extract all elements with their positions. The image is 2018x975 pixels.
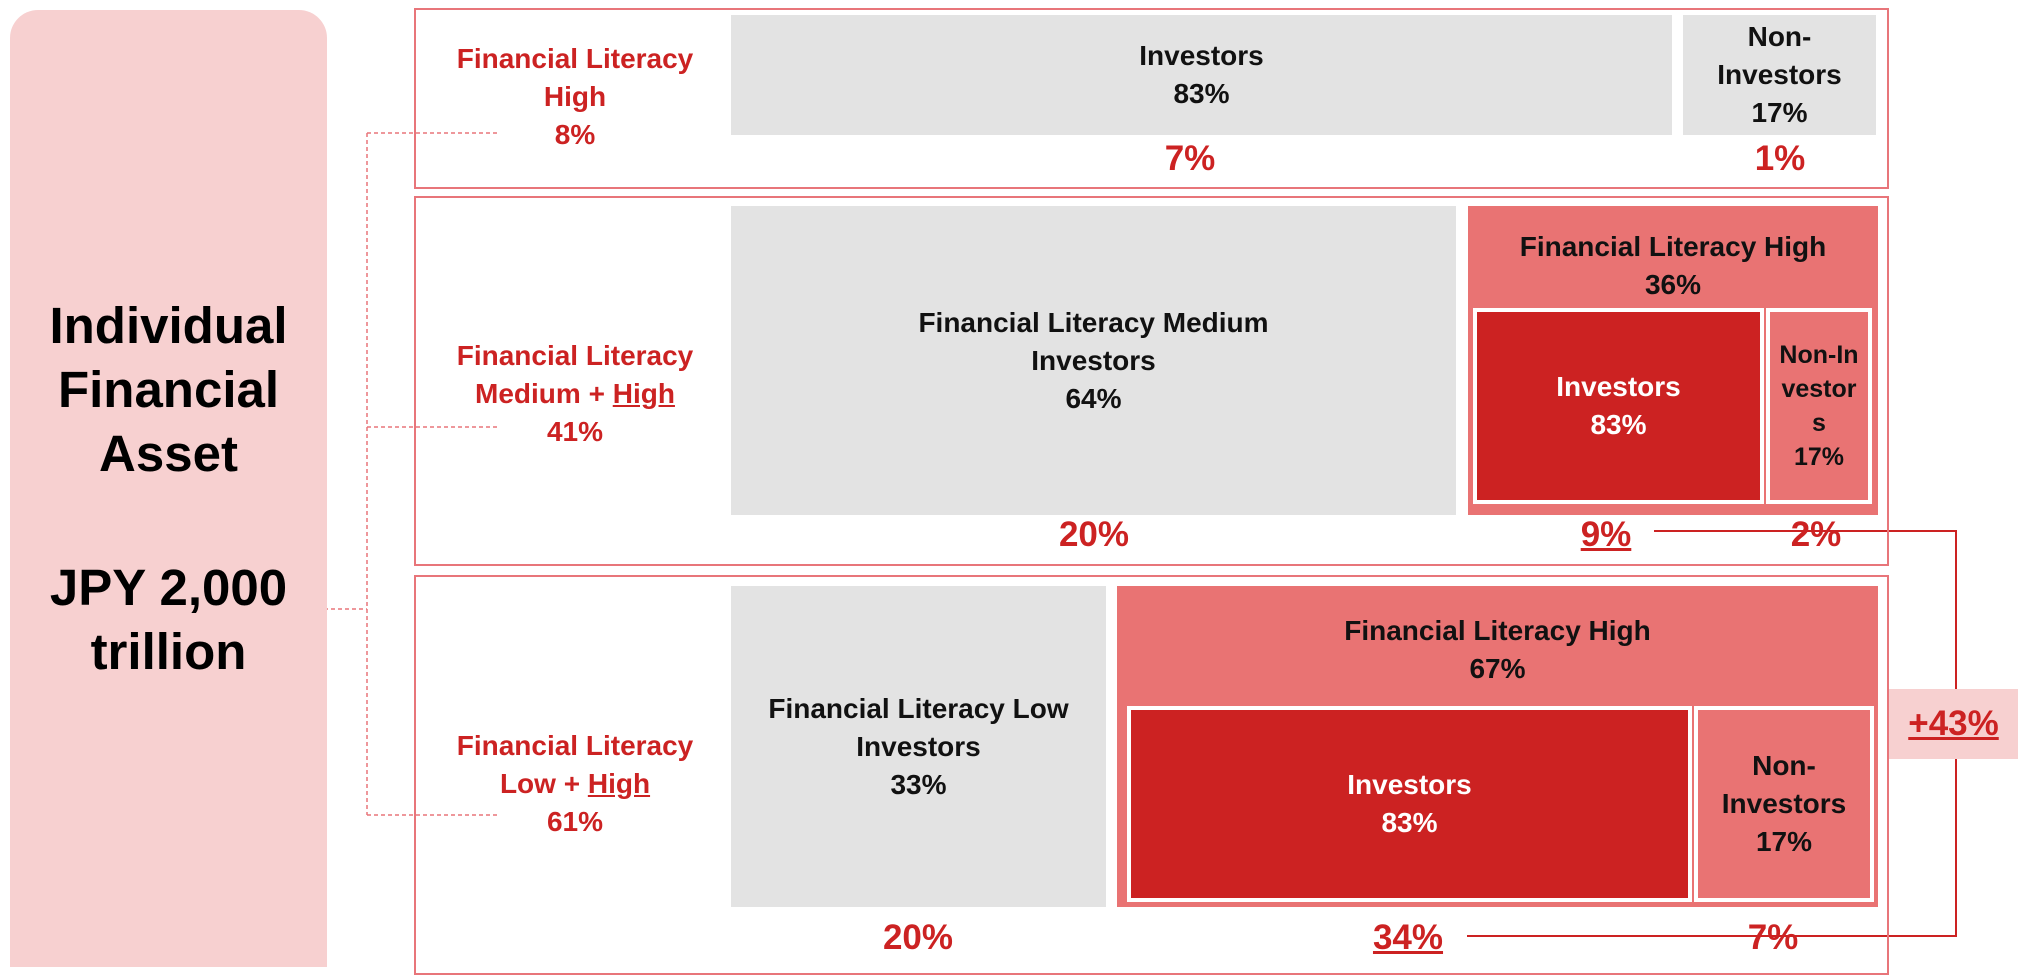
row-label: Financial Literacy Low + High 61%: [430, 727, 720, 841]
result: 1%: [1754, 139, 1806, 178]
text: Financial Literacy Medium +: [456, 340, 694, 409]
text: 61%: [546, 806, 604, 837]
text: 83%: [1590, 409, 1647, 440]
text: Financial Literacy Medium Investors: [918, 306, 1269, 376]
text: 36%: [1644, 269, 1702, 300]
text: Financial Literacy High: [456, 43, 694, 112]
text: Investors: [1347, 769, 1472, 800]
result: 2%: [1790, 515, 1842, 554]
text: 17%: [1755, 826, 1813, 857]
box: Financial Literacy Medium Investors 64%: [731, 206, 1456, 515]
row: [414, 196, 1889, 566]
text: Non-Investors: [1779, 341, 1859, 437]
panel-title: Individual Financial Asset: [49, 296, 288, 482]
text: Financial Literacy Low Investors: [768, 692, 1069, 762]
row-label: Financial Literacy High 8%: [430, 40, 720, 154]
text: High: [612, 378, 675, 409]
text: Financial Literacy High: [1519, 231, 1827, 262]
text: 83%: [1381, 807, 1438, 838]
box: Non-Investors 17%: [1683, 15, 1876, 135]
result: 20%: [882, 918, 954, 957]
text: 17%: [1751, 97, 1808, 128]
text: Non-Investors: [1717, 21, 1842, 90]
text: 17%: [1793, 443, 1845, 471]
total-increase: +43%: [1889, 689, 2018, 759]
text: Investors: [1139, 40, 1264, 71]
text: 67%: [1469, 653, 1526, 684]
row: [414, 8, 1889, 189]
box: Non-Investors 17%: [1694, 706, 1874, 902]
text: 41%: [546, 416, 604, 447]
text: 8%: [554, 119, 596, 150]
text: Financial Literacy High: [1344, 615, 1651, 646]
box: Financial Literacy Low Investors 33%: [731, 586, 1106, 907]
text: 83%: [1173, 78, 1230, 109]
text: High: [587, 768, 651, 799]
text: Investors: [1556, 371, 1681, 402]
row-label: Financial Literacy Medium + High 41%: [430, 337, 720, 451]
box: Investors 83%: [731, 15, 1672, 135]
text: 33%: [890, 768, 947, 800]
panel-amount: JPY 2,000 trillion: [49, 558, 288, 680]
text: 64%: [1065, 382, 1122, 414]
asset-panel: Individual Financial Asset JPY 2,000 tri…: [10, 10, 327, 967]
result: 34%: [1372, 918, 1444, 957]
result: 20%: [1058, 515, 1130, 554]
text: Financial Literacy Low +: [456, 730, 694, 799]
box: Non-Investors 17%: [1766, 308, 1872, 504]
box: Investors 83%: [1127, 706, 1692, 902]
result: 9%: [1580, 515, 1632, 554]
result: 7%: [1747, 918, 1799, 957]
result: 7%: [1164, 139, 1216, 178]
connector-line: [296, 132, 500, 816]
text: Non-Investors: [1721, 750, 1847, 819]
box: Investors 83%: [1473, 308, 1764, 504]
